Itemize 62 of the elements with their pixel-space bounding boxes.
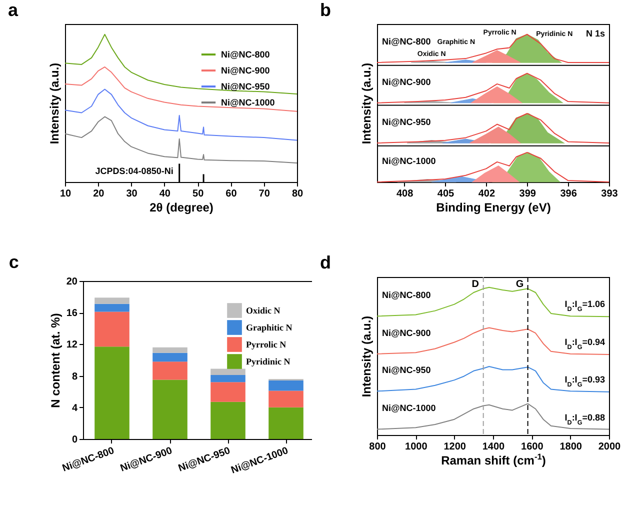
x-axis-title: Raman shift (cm$^{-1}$) (441, 452, 546, 468)
annotation: N 1s (586, 28, 605, 38)
y-axis-title: Intensity (a.u.) (48, 62, 62, 144)
x-tick-label: 393 (601, 188, 618, 200)
x-tick-label: 1400 (482, 442, 506, 452)
y-tick-label: 16 (66, 308, 78, 320)
y-axis-title: N content (at. %) (48, 313, 62, 408)
x-tick-label: 399 (519, 188, 536, 200)
x-tick-label: 408 (396, 188, 414, 200)
series-label: Ni@NC-900 (382, 328, 431, 338)
x-tick-label: 10 (60, 188, 72, 200)
legend-label: Ni@NC-800 (221, 50, 270, 60)
ref-line-label: D (472, 279, 479, 290)
series-label: JCPDS:04-0850-Ni (95, 166, 174, 176)
x-tick-label: 20 (93, 188, 105, 200)
x-tick-label: 1200 (444, 442, 466, 452)
legend-label: Ni@NC-1000 (221, 98, 275, 108)
legend-label: Ni@NC-900 (221, 66, 270, 76)
chart-title: c (8, 252, 19, 272)
y-tick-label: 12 (66, 340, 78, 351)
x-tick-label: 402 (478, 188, 496, 200)
series-label: Ni@NC-1000 (382, 156, 436, 166)
x-tick-label: 60 (226, 188, 238, 200)
y-axis-title: Intensity (a.u.) (360, 62, 374, 144)
y-axis-title: Intensity (a.u.) (360, 316, 374, 398)
y-tick-label: 8 (72, 371, 78, 382)
x-tick-label: 80 (292, 188, 304, 200)
annotation: I$_{D}$:I$_{G}$=0.94 (564, 336, 605, 350)
x-tick-label: 1000 (405, 442, 428, 452)
chart-title: a (8, 0, 19, 20)
chart-title: d (320, 252, 331, 272)
x-tick-label: 2000 (598, 442, 622, 452)
x-axis-title: Binding Energy (eV) (436, 200, 551, 214)
series-label: Ni@NC-1000 (382, 403, 436, 414)
annotation: I$_{D}$:I$_{G}$=1.06 (564, 298, 605, 312)
x-tick-label: 50 (192, 188, 204, 200)
y-tick-label: 20 (66, 276, 78, 288)
y-tick-label: 0 (72, 434, 78, 446)
legend-label: Ni@NC-950 (221, 82, 270, 92)
x-tick-label: 1800 (560, 442, 582, 452)
x-tick-label: 70 (258, 188, 270, 200)
x-tick-label: 40 (159, 188, 171, 200)
legend-label: Oxidic N (246, 306, 281, 316)
x-tick-label: 396 (560, 188, 578, 200)
series-label: Ni@NC-800 (382, 290, 431, 300)
annotation: I$_{D}$:I$_{G}$=0.93 (564, 374, 605, 388)
series-label: Ni@NC-950 (382, 365, 431, 376)
x-axis-title: 2θ (degree) (150, 200, 214, 214)
legend-label: Pyrrolic N (246, 340, 287, 350)
x-tick-label: 30 (126, 188, 138, 200)
x-tick-label: 800 (369, 442, 386, 452)
y-tick-label: 4 (72, 402, 78, 414)
legend-label: Graphitic N (246, 322, 293, 332)
x-tick-label: 405 (437, 188, 455, 200)
series-label: Ni@NC-900 (382, 76, 431, 87)
chart-title: b (320, 0, 331, 20)
legend-label: Pyridinic N (246, 356, 291, 366)
series-label: Ni@NC-800 (382, 36, 431, 47)
ref-line-label: G (516, 279, 524, 290)
annotation: I$_{D}$:I$_{G}$=0.88 (564, 412, 605, 426)
x-tick-label: 1600 (521, 442, 544, 452)
series-label: Ni@NC-950 (382, 117, 431, 128)
